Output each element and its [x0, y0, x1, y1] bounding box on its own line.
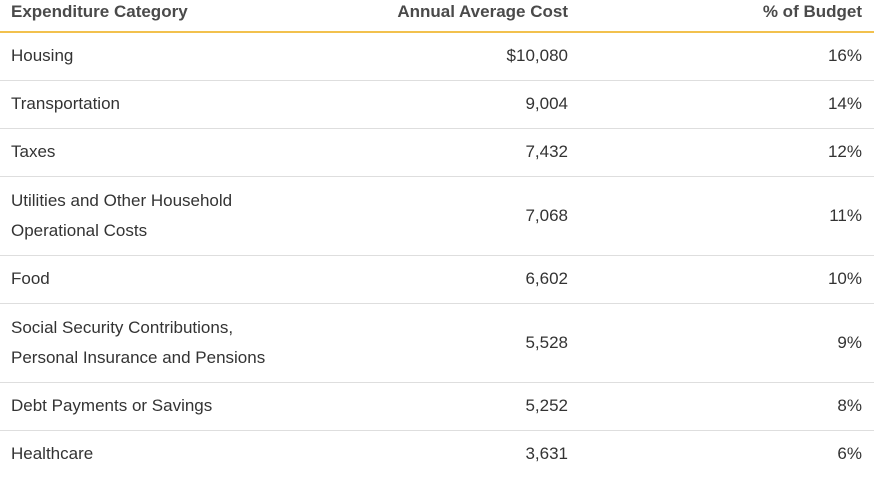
- cost-cell: 5,528: [340, 303, 580, 383]
- category-text: Healthcare: [11, 444, 94, 464]
- category-text: Debt Payments or Savings: [11, 396, 213, 415]
- percent-cell: 8%: [580, 382, 874, 431]
- category-text: Operational Costs: [11, 220, 148, 240]
- category-text: Food: [11, 269, 50, 288]
- percent-cell: 6%: [837, 444, 862, 464]
- cost-cell: $10,080: [340, 32, 580, 81]
- percent-cell: 14%: [580, 80, 874, 129]
- cost-cell: 6,602: [340, 255, 580, 304]
- percent-cell: 11%: [580, 176, 874, 256]
- category-cell: Social Security Contributions, Personal I…: [0, 303, 340, 383]
- table-body: Housing $10,080 16% Transportation 9,004 14% T…: [0, 32, 874, 478]
- category-text: Utilities and Other Household: [11, 190, 233, 210]
- category-cell: Taxes: [0, 128, 340, 177]
- table-row: Transportation 9,004 14%: [0, 80, 874, 129]
- table-header: Expenditure Category Annual Average Cost…: [0, 0, 874, 33]
- header-percent-of-budget: % of Budget: [580, 0, 874, 33]
- table-row: Housing $10,080 16%: [0, 32, 874, 81]
- category-text: Transportation: [11, 94, 120, 113]
- table-row: Social Security Contributions, Personal I…: [0, 303, 874, 383]
- percent-cell: 16%: [580, 32, 874, 81]
- cost-cell: 9,004: [340, 80, 580, 129]
- cost-cell: 3,631: [525, 444, 568, 464]
- percent-cell: 10%: [580, 255, 874, 304]
- category-cell: Debt Payments or Savings: [0, 382, 340, 431]
- category-cell: Transportation: [0, 80, 340, 129]
- header-expenditure-category: Expenditure Category: [0, 0, 340, 33]
- percent-cell: 12%: [580, 128, 874, 177]
- category-text: Personal Insurance and Pensions: [11, 347, 266, 367]
- header-annual-average-cost: Annual Average Cost: [340, 0, 580, 33]
- category-cell: Utilities and Other Household Operational…: [0, 176, 340, 256]
- cost-cell: 5,252: [340, 382, 580, 431]
- table-row: Food 6,602 10%: [0, 255, 874, 304]
- category-text: Social Security Contributions,: [11, 317, 234, 337]
- category-text: Taxes: [11, 142, 56, 161]
- category-cell: Healthcare: [0, 430, 340, 478]
- table-row: Taxes 7,432 12%: [0, 128, 874, 177]
- table-row: Utilities and Other Household Operational…: [0, 176, 874, 256]
- table-row: Healthcare 3,631 6%: [0, 430, 874, 478]
- table-row: Debt Payments or Savings 5,252 8%: [0, 382, 874, 431]
- category-text: Housing: [11, 46, 74, 66]
- category-cell: Housing: [0, 32, 340, 81]
- header-row: Expenditure Category Annual Average Cost…: [0, 0, 874, 33]
- cost-cell: 7,432: [340, 128, 580, 177]
- cost-cell: 7,068: [340, 176, 580, 256]
- percent-cell: 9%: [580, 303, 874, 383]
- category-cell: Food: [0, 255, 340, 304]
